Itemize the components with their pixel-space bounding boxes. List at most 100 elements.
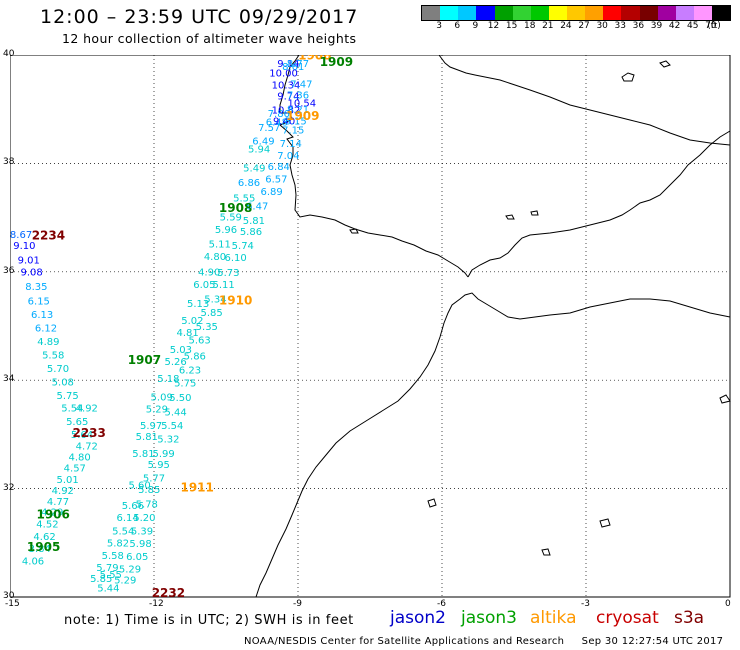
- wave-height-label: 5.29: [119, 565, 141, 576]
- wave-height-label: 10.34: [272, 81, 301, 92]
- wave-height-label: 5.81: [243, 216, 265, 227]
- morocco-inland-1: [719, 394, 731, 404]
- wave-height-label: 5.18: [157, 374, 179, 385]
- wave-height-label: 5.94: [248, 145, 270, 156]
- latitude-tick-label: 34: [3, 374, 15, 385]
- wave-height-label: 4.57: [64, 463, 86, 474]
- wave-height-label: 6.12: [35, 323, 57, 334]
- wave-height-label: 5.75: [56, 391, 78, 402]
- wave-height-label: 7.57: [258, 123, 280, 134]
- credit-timestamp: Sep 30 12:27:54 UTC 2017: [581, 636, 724, 647]
- colorbar-label: 36: [632, 21, 645, 31]
- wave-height-label: 7.86: [268, 109, 290, 120]
- wave-height-label: 7.14: [280, 139, 302, 150]
- colorbar-swatch: [548, 6, 567, 20]
- wave-height-label: 3.84: [29, 544, 51, 555]
- legend-item-cryosat: cryosat: [596, 608, 659, 628]
- time-tag-label: 1909: [320, 55, 353, 69]
- time-tag-label: 2232: [152, 586, 185, 600]
- coast-islet-1: [505, 214, 515, 220]
- map-canvas: 9.148.778.61 7.866.487.57 6.495.94 5.49 6.86…: [10, 55, 731, 600]
- colorbar-label: 27: [578, 21, 590, 31]
- wave-height-label: 5.98: [129, 539, 151, 550]
- wave-height-label: 6.47: [246, 201, 268, 212]
- colorbar-swatch: [530, 6, 549, 20]
- wave-height-label: 5.26: [164, 357, 186, 368]
- madeira: [427, 498, 437, 508]
- wave-height-label: 5.86: [240, 227, 262, 238]
- longitude-tick-label: -3: [581, 599, 590, 609]
- longitude-tick-label: -12: [149, 599, 164, 609]
- iberia-coastline: [279, 55, 469, 278]
- balearic-islands: [621, 72, 635, 82]
- wave-height-label: 4.81: [176, 328, 198, 339]
- wave-height-label: 5.01: [56, 475, 78, 486]
- wave-height-label: 5.96: [215, 225, 237, 236]
- wave-height-label: 8.77: [287, 59, 309, 70]
- wave-height-label: 4.80: [68, 452, 90, 463]
- wave-height-label: 8.21: [287, 105, 309, 116]
- time-tag-label: 1908: [219, 201, 252, 215]
- wave-height-label: 5.54: [61, 404, 83, 415]
- credit-organization: NOAA/NESDIS Center for Satellite Applica…: [244, 636, 565, 647]
- wave-height-label: 5.99: [152, 449, 174, 460]
- wave-height-label: 6.05: [126, 552, 148, 563]
- time-tag-label: 1908: [298, 55, 331, 62]
- wave-height-label: 6.89: [260, 187, 282, 198]
- wave-height-label: 5.63: [188, 335, 210, 346]
- wave-height-label: 5.86: [184, 352, 206, 363]
- colorbar-swatch: [585, 6, 604, 20]
- wave-height-label: 5.55: [233, 193, 255, 204]
- wave-height-label: 5.97: [140, 421, 162, 432]
- wave-height-label: 7.15: [282, 126, 304, 137]
- time-tag-label: 2234: [32, 228, 65, 242]
- time-tag-label: 1907: [128, 353, 161, 367]
- wave-height-label: 4.62: [33, 532, 55, 543]
- wave-height-label: 5.54: [161, 421, 183, 432]
- wave-height-label: 5.85: [90, 574, 112, 585]
- longitude-tick-label: 0: [725, 599, 731, 609]
- colorbar-label: 15: [505, 21, 518, 31]
- map-title: 12:00 – 23:59 UTC 09/29/2017: [40, 6, 359, 28]
- wave-height-label: 5.64: [71, 430, 93, 441]
- wave-height-label: 6.57: [265, 174, 287, 185]
- colorbar-label: 18: [523, 21, 536, 31]
- wave-height-label: 7.36: [287, 90, 309, 101]
- wave-height-label: 6.49: [252, 136, 274, 147]
- wave-height-label: 5.34: [204, 295, 226, 306]
- legend-item-jason3: jason3: [461, 608, 517, 628]
- wave-height-label: 5.70: [47, 364, 69, 375]
- wave-height-label: 5.32: [157, 435, 179, 446]
- wave-height-label: 5.85: [138, 485, 160, 496]
- latitude-tick-label: 38: [3, 157, 15, 168]
- longitude-tick-label: -15: [5, 599, 20, 609]
- legend-item-altika: altika: [530, 608, 577, 628]
- colorbar-label: 30: [596, 21, 608, 31]
- colorbar-label: 45: [687, 21, 699, 31]
- colorbar-swatch: [458, 6, 477, 20]
- wave-height-label: 5.49: [243, 164, 265, 175]
- colorbar-labels: 3 6 9 12 15 18 21 24 27 30 33 36 39 42 45 70 (ft): [421, 21, 729, 33]
- wave-height-label: 5.50: [169, 393, 191, 404]
- colorbar-label: (ft): [707, 21, 721, 31]
- colorbar-swatch: [712, 6, 731, 20]
- wave-height-label: 6.10: [224, 253, 246, 264]
- colorbar-label: 6: [454, 21, 461, 31]
- map-gridlines: [10, 55, 730, 597]
- credit-spacer: [568, 636, 578, 647]
- wave-height-label: 5.54: [112, 527, 134, 538]
- colorbar-swatch: [440, 6, 459, 20]
- wave-height-label: 10.54: [288, 98, 317, 109]
- wave-height-label: 6.23: [179, 366, 201, 377]
- wave-height-label: 6.15: [28, 296, 50, 307]
- wave-height-label: 4.72: [76, 442, 98, 453]
- wave-height-label: 5.09: [151, 392, 173, 403]
- coast-islet-3: [349, 228, 359, 234]
- wave-height-label: 5.65: [66, 417, 88, 428]
- wave-height-label: 9.08: [20, 268, 42, 279]
- wave-height-label: 5.81: [136, 432, 158, 443]
- time-tag-label: 1906: [36, 507, 69, 521]
- colorbar-swatch: [657, 6, 676, 20]
- colorbar-swatch: [422, 6, 441, 20]
- colorbar-swatch: [693, 6, 712, 20]
